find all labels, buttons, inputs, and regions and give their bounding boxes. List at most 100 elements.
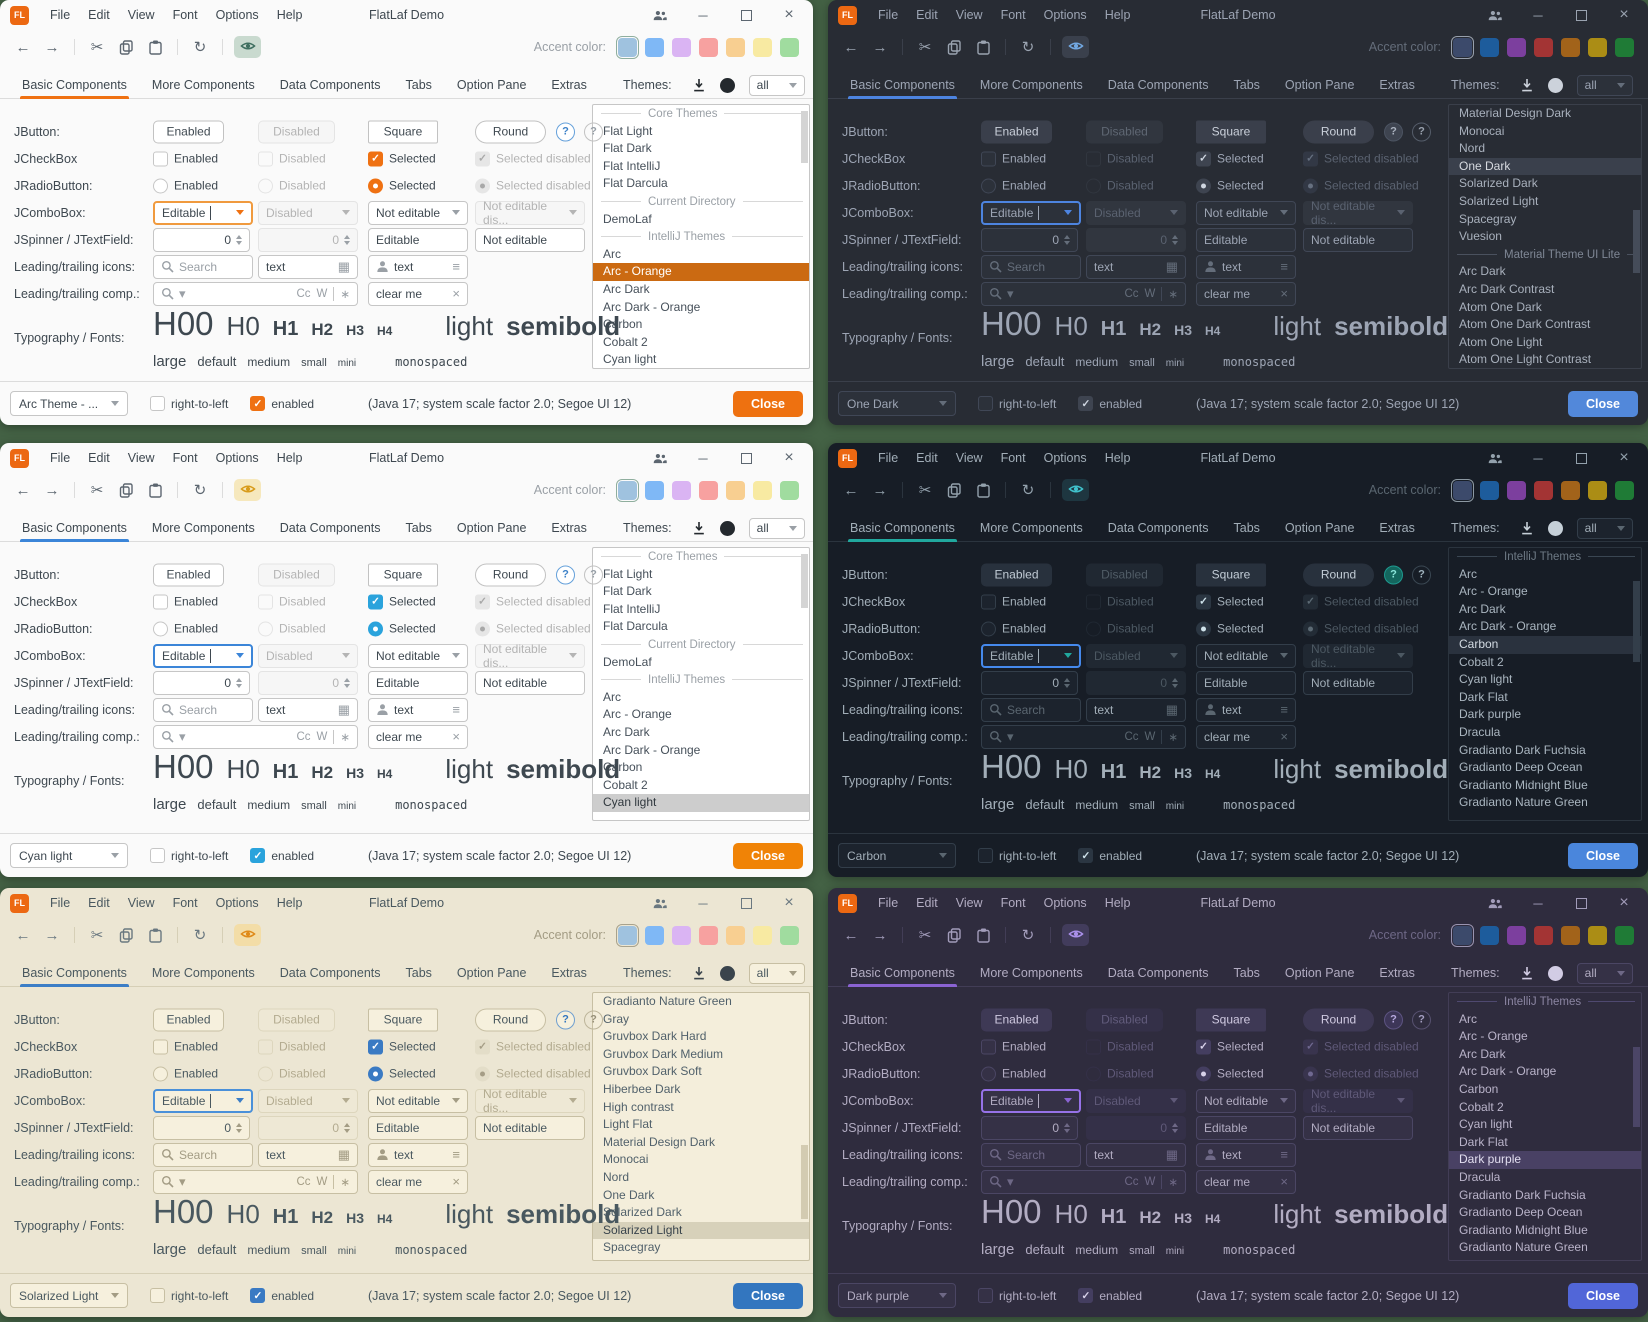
tab-tabs[interactable]: Tabs — [1233, 521, 1260, 535]
jcheckbox-on[interactable]: ✓ Selected — [1196, 1039, 1264, 1054]
menu-file[interactable]: File — [50, 8, 71, 22]
match-case-button[interactable]: Cc — [1124, 287, 1139, 300]
jbutton-enabled[interactable]: Enabled — [153, 1008, 224, 1031]
theme-list-item[interactable]: Arc — [603, 689, 621, 704]
menu-options[interactable]: Options — [1043, 451, 1087, 465]
accent-swatch-4[interactable] — [1534, 37, 1553, 57]
theme-list-item[interactable]: Flat Dark — [603, 584, 652, 599]
download-icon[interactable] — [1520, 521, 1534, 535]
tab-basic-components[interactable]: Basic Components — [848, 72, 957, 99]
github-link[interactable] — [1547, 965, 1563, 981]
regex-button[interactable]: ∗ — [340, 1176, 350, 1189]
search-field[interactable]: Search — [153, 254, 253, 279]
theme-list-scrollbar[interactable] — [1633, 106, 1640, 367]
accent-swatch-6[interactable] — [1588, 480, 1607, 500]
jradiobutton-disoff[interactable]: Disabled — [258, 1066, 326, 1081]
theme-list-item[interactable]: Arc Dark - Orange — [1459, 619, 1557, 634]
tab-more-components[interactable]: More Components — [151, 966, 255, 980]
calendar-icon[interactable]: ▦ — [1165, 258, 1178, 274]
theme-list-item[interactable]: Arc Dark - Orange — [603, 299, 701, 314]
theme-list-item[interactable]: Flat Darcula — [603, 619, 668, 634]
theme-list-scrollbar[interactable] — [801, 549, 808, 819]
accent-swatch-5[interactable] — [726, 37, 745, 57]
menu-edit[interactable]: Edit — [916, 896, 938, 910]
search-field[interactable]: Search — [153, 697, 253, 722]
theme-list-item[interactable]: Gruvbox Dark Medium — [603, 1046, 724, 1061]
spinner-buttons[interactable] — [236, 234, 242, 245]
theme-list-item[interactable]: Hiberbee Dark — [603, 1081, 681, 1096]
match-case-button[interactable]: Cc — [296, 730, 311, 743]
spinner-disabled[interactable]: 0 — [258, 227, 358, 252]
enabled-checkbox[interactable]: ✓ enabled — [250, 1288, 314, 1303]
accent-swatch-3[interactable] — [672, 925, 691, 945]
theme-list-scrollbar[interactable] — [801, 106, 808, 367]
maximize-wrap[interactable] — [1573, 7, 1589, 23]
jcheckbox-disoff[interactable]: Disabled — [1086, 1039, 1154, 1054]
accent-swatch-2[interactable] — [1480, 480, 1499, 500]
theme-list-item[interactable]: Arc - Orange — [593, 263, 809, 281]
rtl-checkbox[interactable]: right-to-left — [150, 848, 228, 863]
spinner-enabled[interactable]: 0 — [153, 227, 250, 252]
help-button-disabled[interactable]: ? — [1412, 122, 1431, 141]
back-button[interactable]: ← — [843, 38, 859, 56]
titlebar[interactable]: FL File Edit View Font Options Help FlatLaf Dem… — [828, 0, 1648, 30]
jradiobutton-disoff[interactable]: Disabled — [258, 621, 326, 636]
jcheckbox-off[interactable]: Enabled — [981, 1039, 1046, 1054]
jcheckbox-off[interactable]: Enabled — [153, 151, 218, 166]
spinner-enabled[interactable]: 0 — [981, 670, 1078, 695]
tab-data-components[interactable]: Data Components — [1107, 521, 1209, 535]
tab-extras[interactable]: Extras — [551, 966, 587, 980]
textfield-not-editable[interactable]: Not editable — [475, 670, 585, 695]
theme-list-item[interactable]: Nord — [603, 1169, 630, 1184]
jbutton-disabled[interactable]: Disabled — [258, 120, 335, 143]
close-button[interactable]: Close — [733, 842, 803, 869]
copy-button[interactable] — [115, 479, 137, 501]
date-field[interactable]: text ▦ — [258, 254, 358, 279]
maximize-button[interactable] — [1575, 9, 1587, 21]
theme-list-item[interactable]: Dark Flat — [1459, 1134, 1508, 1149]
caret-down-icon[interactable]: ▾ — [1007, 285, 1014, 301]
regex-button[interactable]: ∗ — [1168, 288, 1178, 301]
combobox-editable[interactable]: Editable — [981, 200, 1081, 225]
theme-list-item[interactable]: One Dark — [1449, 157, 1641, 176]
jbutton-square[interactable]: Square — [1196, 1008, 1266, 1031]
jcheckbox-disoff[interactable]: Disabled — [1086, 594, 1154, 609]
menu-file[interactable]: File — [878, 451, 899, 465]
caret-down-icon[interactable]: ▾ — [1007, 1173, 1014, 1189]
github-link[interactable] — [1547, 520, 1563, 536]
spinner-buttons[interactable] — [344, 234, 350, 245]
theme-list-item[interactable]: Atom One Light Contrast — [1459, 352, 1592, 367]
menu-help[interactable]: Help — [1104, 896, 1131, 910]
jcheckbox-on[interactable]: ✓ Selected — [368, 594, 436, 609]
theme-list-item[interactable]: Arc — [1459, 566, 1477, 581]
list-icon[interactable]: ≡ — [452, 259, 460, 274]
theme-list-item[interactable]: Gradianto Nature Green — [603, 994, 732, 1008]
search-options-field[interactable]: ▾ Cc W ∗ — [153, 281, 358, 306]
maximize-button[interactable] — [1575, 897, 1587, 909]
maximize-button[interactable] — [740, 452, 752, 464]
back-button[interactable]: ← — [15, 38, 31, 56]
jbutton-square[interactable]: Square — [368, 120, 438, 143]
list-icon[interactable]: ≡ — [1280, 1147, 1288, 1162]
tab-extras[interactable]: Extras — [551, 78, 587, 92]
menu-help[interactable]: Help — [276, 451, 303, 465]
accent-swatch-3[interactable] — [672, 37, 691, 57]
tab-basic-components[interactable]: Basic Components — [20, 515, 129, 542]
minimize-button[interactable]: ─ — [698, 895, 708, 911]
theme-list-item[interactable]: Flat IntelliJ — [603, 158, 661, 173]
maximize-wrap[interactable] — [738, 450, 754, 466]
theme-list-item[interactable]: Carbon — [603, 317, 643, 332]
theme-list-item[interactable]: Cobalt 2 — [603, 777, 648, 792]
close-window-button[interactable]: × — [784, 6, 794, 23]
help-button[interactable]: ? — [1384, 122, 1403, 141]
accent-swatch-5[interactable] — [1561, 480, 1580, 500]
copy-button[interactable] — [943, 479, 965, 501]
textfield-not-editable[interactable]: Not editable — [1303, 1115, 1413, 1140]
textfield-not-editable[interactable]: Not editable — [1303, 670, 1413, 695]
jradiobutton-off[interactable]: Enabled — [981, 1066, 1046, 1081]
theme-list-item[interactable]: Dark Flat — [1459, 689, 1508, 704]
caret-down-icon[interactable]: ▾ — [179, 1173, 186, 1189]
calendar-icon[interactable]: ▦ — [337, 701, 350, 717]
forward-button[interactable]: → — [44, 481, 60, 499]
accent-swatch-1[interactable] — [615, 478, 640, 502]
